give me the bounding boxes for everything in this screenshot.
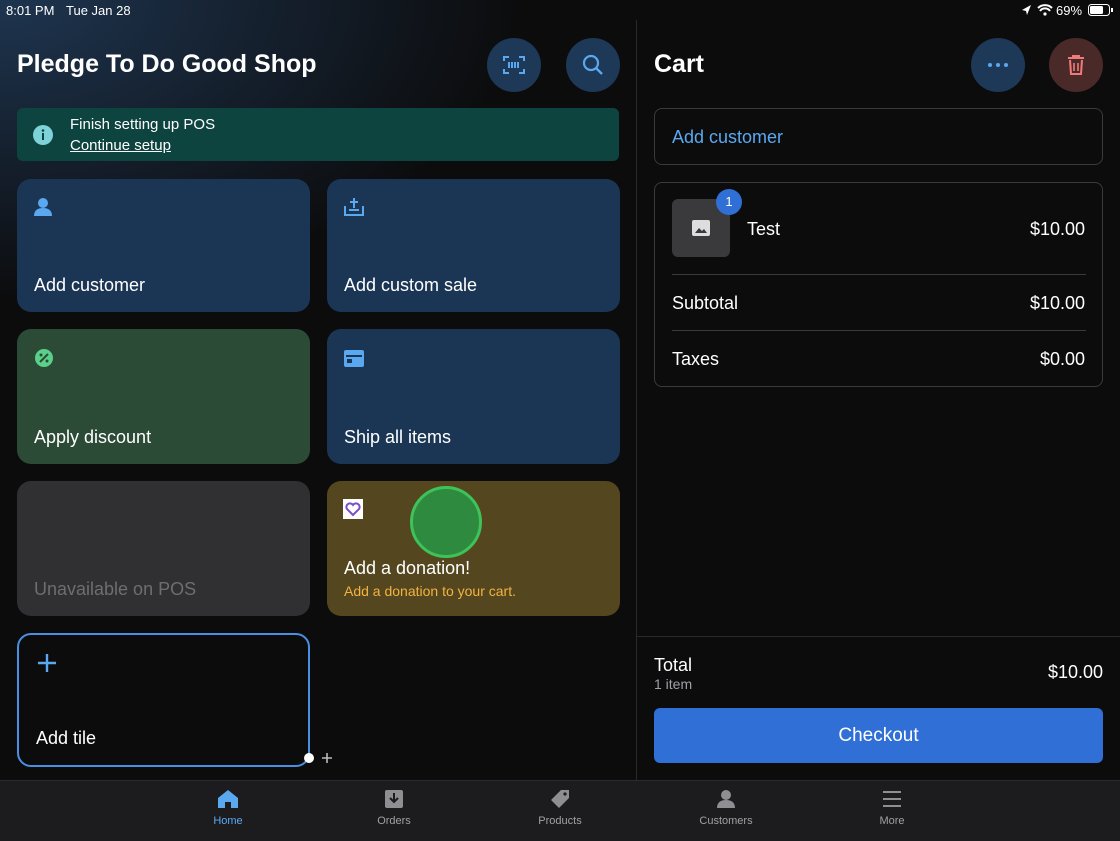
tab-label: Products: [538, 815, 582, 827]
tile-label: Add tile: [36, 728, 97, 748]
tile: Unavailable on POS: [17, 481, 310, 616]
tile-label: Add customer: [34, 275, 146, 295]
add-customer-button[interactable]: Add customer: [654, 108, 1103, 165]
tab[interactable]: Products: [510, 789, 610, 827]
tab-label: Home: [213, 815, 243, 827]
setup-banner: Finish setting up POS Continue setup: [17, 108, 619, 161]
tab-label: Customers: [699, 815, 753, 827]
row-value: $10.00: [1029, 293, 1085, 313]
tile-label: Apply discount: [34, 427, 152, 447]
total-label: Total: [654, 655, 693, 675]
separator: [672, 274, 1086, 275]
shop-title: Pledge To Do Good Shop: [17, 50, 317, 78]
scan-button[interactable]: [487, 38, 541, 92]
row-label: Subtotal: [672, 293, 739, 313]
more-button[interactable]: [971, 38, 1025, 92]
tab[interactable]: Customers: [676, 789, 776, 827]
tab[interactable]: Home: [178, 789, 278, 827]
search-button[interactable]: [566, 38, 620, 92]
tab-label: Orders: [377, 815, 411, 827]
clear-cart-button[interactable]: [1049, 38, 1103, 92]
tile-label: Ship all items: [344, 427, 452, 447]
status-battery: 69%: [1056, 3, 1083, 18]
item-name: Test: [747, 219, 781, 239]
tile-subtitle: Add a donation to your cart.: [344, 583, 516, 599]
total-value: $10.00: [1047, 662, 1103, 682]
banner-link[interactable]: Continue setup: [70, 137, 171, 154]
cart-list: 1 Test $10.00 Subtotal $10.00 Taxes $0.0…: [654, 182, 1103, 387]
status-icons: [1022, 4, 1053, 16]
tab[interactable]: Orders: [344, 789, 444, 827]
banner-title: Finish setting up POS: [70, 116, 216, 133]
battery-icon: [1088, 4, 1113, 16]
checkout-button[interactable]: Checkout: [654, 708, 1103, 763]
tab-label: More: [879, 815, 905, 827]
tile[interactable]: Add custom sale: [327, 179, 620, 312]
tab[interactable]: More: [842, 789, 942, 827]
touch-indicator: [410, 486, 482, 558]
page-indicator: [304, 753, 332, 763]
add-tile[interactable]: Add tile: [17, 633, 310, 767]
tile-label: Add a donation!: [344, 558, 471, 578]
status-time: 8:01 PM: [6, 3, 55, 18]
add-customer-label: Add customer: [672, 127, 784, 147]
separator: [637, 636, 1120, 637]
quantity-badge: 1: [716, 189, 742, 215]
status-date: Tue Jan 28: [66, 3, 131, 18]
row-label: Taxes: [672, 349, 720, 369]
divider: [636, 20, 637, 780]
tile[interactable]: Apply discount: [17, 329, 310, 464]
tile[interactable]: Add customer: [17, 179, 310, 312]
tile-label: Unavailable on POS: [34, 579, 197, 599]
tile-label: Add custom sale: [344, 275, 478, 295]
separator: [672, 330, 1086, 331]
tile[interactable]: Ship all items: [327, 329, 620, 464]
item-price: $10.00: [1029, 219, 1085, 239]
cart-title: Cart: [654, 50, 705, 78]
row-value: $0.00: [1039, 349, 1085, 369]
total-count: 1 item: [654, 676, 693, 692]
tab-bar: Home Orders Products Customers More: [0, 780, 1120, 841]
